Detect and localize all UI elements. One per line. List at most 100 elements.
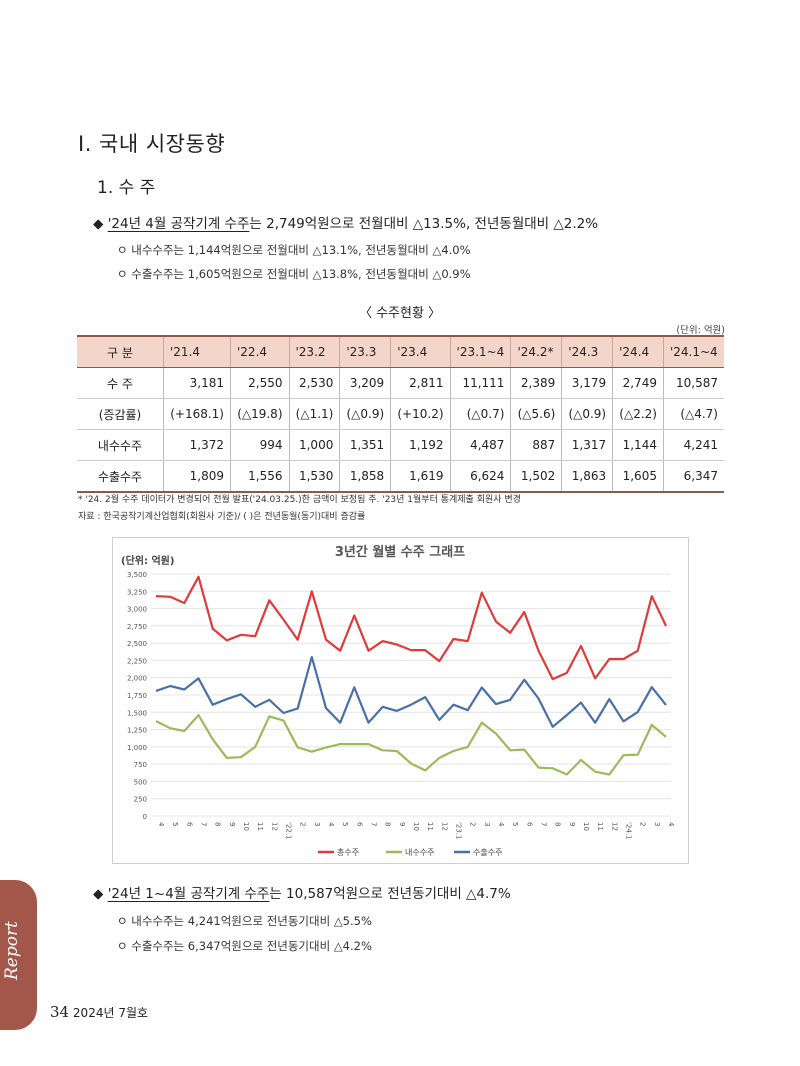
header-cell: 구 분: [77, 335, 164, 368]
table-header-row: 구 분 '21.4 '22.4 '23.2 '23.3 '23.4 '23.1~…: [77, 335, 724, 368]
header-cell: '24.1~4: [662, 335, 724, 368]
y-tick-label: 500: [134, 778, 147, 786]
y-tick-label: 750: [134, 761, 147, 769]
x-tick-label: 11: [596, 822, 604, 831]
table-cell: 2,530: [288, 367, 340, 399]
y-tick-label: 2,000: [127, 675, 147, 683]
x-tick-label: 4: [157, 822, 165, 827]
x-tick-label: 5: [341, 822, 349, 826]
legend-label: 수출수주: [473, 847, 502, 857]
x-tick-label: 3: [653, 822, 661, 826]
subsection-heading: 1. 수 주: [97, 178, 156, 198]
table-cell: 1,144: [612, 429, 664, 461]
legend-label: 내수수주: [405, 848, 434, 857]
series-line-2: [155, 714, 667, 776]
table-cell: (△0.9): [339, 398, 391, 430]
x-tick-label: 2: [469, 822, 477, 826]
line-chart: 3년간 월별 수주 그래프 (단위: 억원) 0 250 500 750 1,000 1,25…: [121, 544, 675, 857]
header-cell: '23.3: [339, 335, 391, 368]
row-label: 수출수주: [77, 460, 164, 493]
y-tick-label: 3,500: [127, 571, 147, 579]
x-tick-label: 6: [185, 822, 193, 827]
sub-export-ytd: ㅇ 수출수주는 6,347억원으로 전년동기대비 △4.2%: [117, 939, 372, 953]
x-tick-label: 6: [525, 822, 533, 827]
y-tick-label: 3,000: [127, 606, 147, 614]
data-source: 자료 : 한국공작기계산업협회(회원사 기준)/ ( )은 전년동월(동기)대비…: [78, 512, 366, 522]
table-cell: 3,179: [561, 367, 613, 399]
table-cell: 1,619: [390, 460, 451, 493]
x-tick-label: 2: [639, 822, 647, 826]
table-cell: 4,241: [662, 429, 724, 461]
x-tick-label: 10: [582, 822, 590, 831]
x-tick-label: 8: [554, 822, 562, 826]
x-tick-label: 9: [228, 822, 236, 826]
series-line-3: [155, 655, 667, 728]
table-cell: (△1.1): [288, 398, 340, 430]
side-tab: Report: [0, 880, 37, 1030]
table-row: 수 주 3,181 2,550 2,530 3,209 2,811 11,111 2,389 3…: [77, 367, 724, 399]
table-cell: (△19.8): [230, 398, 289, 430]
chart-frame: 3년간 월별 수주 그래프 (단위: 억원) 0 250 500 750 1,000 1,25…: [112, 537, 689, 864]
table-cell: 1,351: [339, 429, 391, 461]
table-cell: (+168.1): [163, 398, 231, 430]
table-cell: 11,111: [449, 367, 511, 399]
diamond-bullet-icon: ◆: [93, 886, 104, 902]
page-number: 34: [50, 1003, 70, 1021]
x-tick-label: 3: [483, 822, 491, 826]
x-tick-label: 11: [426, 822, 434, 831]
bullet-highlight: '24년 4월 공작기계 수주: [107, 216, 250, 232]
x-tick-label: 8: [214, 822, 222, 826]
header-cell: '21.4: [163, 335, 231, 368]
x-tick-label: 10: [412, 822, 420, 831]
diamond-bullet-icon: ◆: [93, 216, 104, 232]
x-tick-label: 12: [440, 822, 448, 831]
header-cell: '24.4: [612, 335, 664, 368]
x-tick-label: 7: [200, 822, 208, 826]
table-cell: 2,811: [390, 367, 451, 399]
section-heading: Ⅰ. 국내 시장동향: [78, 132, 226, 156]
row-label: (증감률): [77, 398, 164, 430]
x-tick-label: 5: [511, 822, 519, 826]
y-tick-label: 250: [134, 796, 147, 804]
table-cell: (△4.7): [662, 398, 724, 430]
x-tick-label: 4: [497, 822, 505, 827]
table-cell: 1,605: [612, 460, 664, 493]
x-tick-label: 6: [355, 822, 363, 827]
table-cell: 6,624: [449, 460, 511, 493]
table-cell: (△2.2): [612, 398, 664, 430]
bullet-text: 는 10,587억원으로 전년동기대비 △4.7%: [269, 886, 511, 902]
header-cell: '23.4: [390, 335, 451, 368]
x-tick-label: 7: [370, 822, 378, 826]
table-cell: 3,209: [339, 367, 391, 399]
y-tick-label: 2,750: [127, 623, 147, 631]
table-row: (증감률) (+168.1) (△19.8) (△1.1) (△0.9) (+10.2)(…: [77, 398, 724, 430]
bullet-monthly: ◆ '24년 4월 공작기계 수주는 2,749억원으로 전월대비 △13.5%…: [93, 212, 598, 232]
table-cell: 6,347: [662, 460, 724, 493]
row-label: 수 주: [77, 367, 164, 399]
table-cell: (△0.9): [561, 398, 613, 430]
chart-title: 3년간 월별 수주 그래프: [335, 544, 465, 560]
bullet-ytd: ◆ '24년 1~4월 공작기계 수주는 10,587억원으로 전년동기대비 △…: [93, 882, 511, 902]
y-tick-label: 0: [143, 813, 147, 821]
header-cell: '23.2: [288, 335, 340, 368]
table-footnote: * '24. 2월 수주 데이터가 변경되어 전월 발표('24.03.25.)…: [78, 495, 521, 505]
x-tick-label: 8: [384, 822, 392, 826]
table-cell: 1,530: [288, 460, 340, 493]
header-cell: '24.2*: [510, 335, 562, 368]
x-tick-label: 4: [667, 822, 675, 827]
x-tick-label: '22.1: [285, 822, 293, 840]
table-cell: 2,749: [612, 367, 664, 399]
table-cell: 10,587: [662, 367, 724, 399]
legend-label: 총수주: [337, 848, 359, 857]
table-cell: 1,863: [561, 460, 613, 493]
table-cell: 4,487: [449, 429, 511, 461]
side-tab-label: Report: [2, 921, 22, 980]
x-tick-label: '23.1: [455, 822, 463, 840]
x-tick-label: 12: [610, 822, 618, 831]
page-footer: 34 2024년 7월호: [50, 1003, 148, 1021]
table-row: 수출수주 1,809 1,556 1,530 1,858 1,619 6,624 1,502 1…: [77, 460, 724, 493]
table-cell: 994: [230, 429, 289, 461]
y-tick-label: 1,750: [127, 692, 147, 700]
table-title: 〈 수주현황 〉: [358, 306, 442, 321]
sub-domestic-ytd: ㅇ 내수수주는 4,241억원으로 전년동기대비 △5.5%: [117, 914, 372, 928]
